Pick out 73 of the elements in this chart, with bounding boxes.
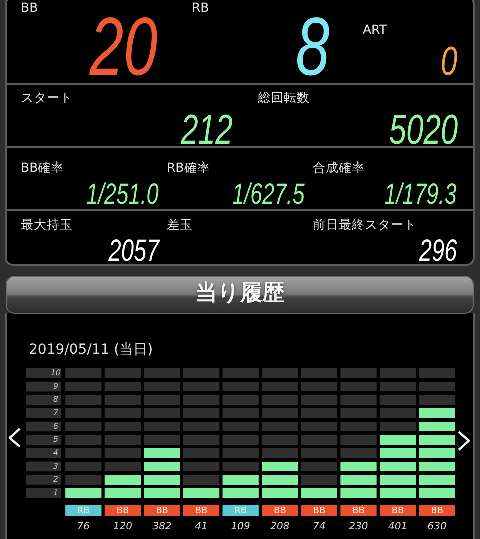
bar — [419, 406, 456, 500]
chart-title: 当り履歴 — [194, 281, 286, 307]
text: BB — [431, 506, 444, 516]
bar — [66, 486, 102, 500]
text: RB — [77, 506, 90, 516]
bar — [419, 366, 456, 407]
x-tick-label: 76 — [77, 522, 90, 533]
y-tick-label: 2 — [53, 475, 58, 484]
text: 0 — [441, 38, 458, 84]
y-tick-label: 3 — [53, 462, 58, 471]
bar — [301, 486, 338, 500]
text: BB — [392, 506, 404, 516]
y-tick-label: 10 — [50, 368, 62, 378]
text: 2057 — [108, 233, 159, 268]
text: BB — [195, 506, 208, 516]
text: 212 — [181, 106, 233, 153]
category-label: 総回転数 — [258, 90, 310, 105]
bar — [380, 433, 416, 500]
text: 20 — [90, 1, 158, 93]
bar — [183, 486, 220, 500]
bar — [301, 366, 338, 487]
bar — [144, 446, 180, 500]
x-tick-label: 208 — [270, 522, 290, 533]
y-tick-label: 1 — [53, 488, 58, 498]
text: BB — [156, 506, 168, 516]
category-label: 合成確率 — [313, 160, 365, 175]
text: BB — [313, 506, 326, 516]
y-tick-label: 5 — [53, 435, 58, 444]
text: 1/251.0 — [86, 178, 159, 211]
bar — [104, 473, 142, 500]
legend-label: RB — [234, 506, 248, 516]
category-label: RB — [192, 0, 210, 15]
x-tick-label: 401 — [388, 522, 408, 533]
text: 1/627.5 — [232, 178, 305, 211]
bar — [183, 366, 220, 487]
x-tick-label: 109 — [231, 522, 250, 533]
bar — [340, 460, 377, 500]
chart-subtitle: 2019/05/11 (当日) — [29, 342, 154, 358]
text: BB — [352, 506, 365, 516]
x-tick-label: 630 — [428, 522, 447, 533]
x-tick-label: 74 — [313, 522, 326, 533]
y-tick-label: 4 — [53, 448, 58, 458]
bar — [262, 460, 298, 500]
category-label: スタート — [21, 90, 73, 105]
text: 8 — [296, 1, 330, 93]
text: BB — [274, 506, 286, 516]
y-tick-label: 6 — [53, 422, 58, 431]
x-tick-label: 382 — [152, 522, 172, 533]
category-label: BB確率 — [21, 160, 64, 175]
y-tick-label: 9 — [53, 382, 58, 391]
bar — [104, 366, 142, 474]
bar — [262, 366, 298, 460]
text: 5020 — [389, 106, 458, 153]
x-tick-label: 230 — [349, 522, 368, 533]
category-label: RB確率 — [167, 160, 210, 175]
category-label: BB — [21, 0, 38, 15]
category-label: 前日最終スタート — [313, 217, 417, 232]
legend-label: BB — [116, 506, 130, 516]
category-label: 差玉 — [167, 217, 193, 232]
text: 1/179.3 — [384, 178, 457, 211]
category-label: ART — [363, 22, 387, 37]
bar — [144, 366, 180, 447]
text: 296 — [419, 233, 457, 268]
x-tick-label: 120 — [113, 522, 132, 533]
y-tick-label: 7 — [53, 408, 60, 418]
bar — [222, 366, 259, 474]
bar — [222, 473, 259, 500]
y-tick-label: 8 — [53, 395, 58, 404]
x-tick-label: 41 — [195, 522, 208, 533]
bar — [340, 366, 377, 460]
bar — [66, 366, 102, 487]
bar — [380, 366, 416, 434]
category-label: 最大持玉 — [21, 217, 73, 232]
